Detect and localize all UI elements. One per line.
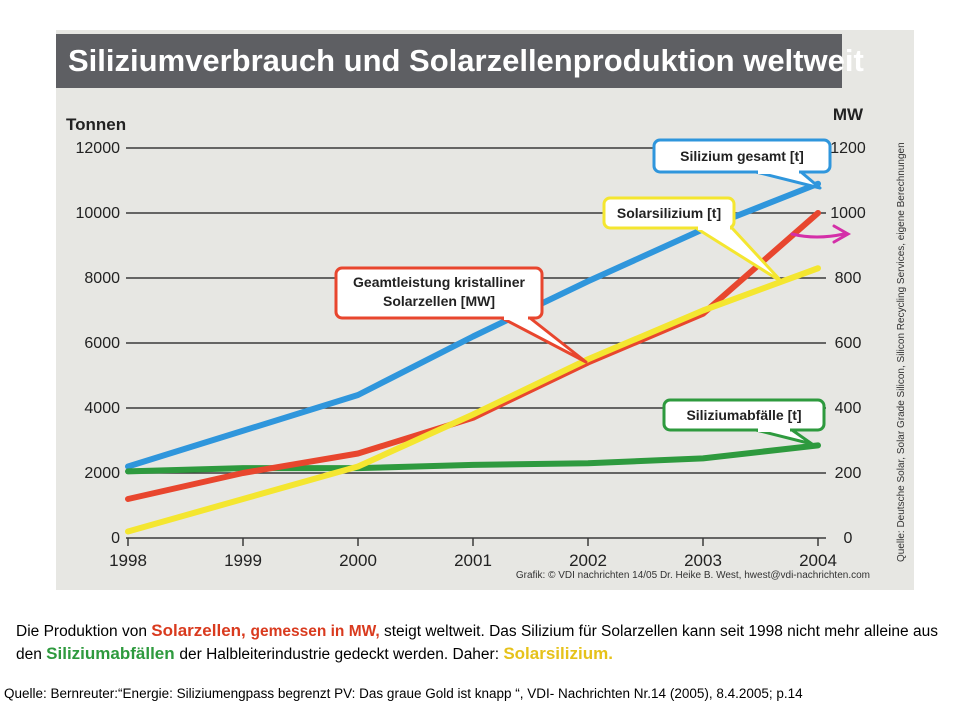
y-left-tick-label: 0 bbox=[111, 530, 120, 547]
vertical-source-text: Quelle: Deutsche Solar, Solar Grade Sili… bbox=[896, 142, 907, 562]
chart-title: Siliziumverbrauch und Solarzellenprodukt… bbox=[56, 34, 864, 88]
y-left-tick-label: 2000 bbox=[84, 465, 120, 482]
y-left-tick-label: 12000 bbox=[76, 140, 121, 157]
callout-label: Geamtleistung kristalliner bbox=[353, 274, 525, 290]
y-left-axis-title: Tonnen bbox=[66, 115, 126, 134]
callout-box bbox=[602, 196, 736, 230]
line-chart: 0 2000 4000 6000 8000 10000 12000 0 200 400 600 800… bbox=[66, 105, 907, 581]
x-tick-label: 1999 bbox=[224, 551, 262, 570]
caption-mw: gemessen in MW, bbox=[250, 623, 384, 640]
chart-panel: Siliziumverbrauch und Solarzellenprodukt… bbox=[56, 30, 914, 590]
x-tick-label: 2000 bbox=[339, 551, 377, 570]
callout-box bbox=[334, 266, 544, 320]
callout-label: Solarsilizium [t] bbox=[617, 205, 721, 221]
arrow-icon bbox=[790, 224, 852, 244]
caption: Die Produktion von Solarzellen, gemessen… bbox=[16, 620, 956, 666]
callout-box bbox=[662, 398, 826, 432]
caption-part-4: steigt weltweit. Das Silizium für Solarz… bbox=[16, 623, 938, 663]
callout-pointer bbox=[500, 316, 588, 364]
y-right-tick-label: 400 bbox=[835, 400, 862, 417]
x-tick-label: 2004 bbox=[799, 551, 837, 570]
y-right-tick-label: 200 bbox=[835, 465, 862, 482]
y-right-tick-label: 800 bbox=[835, 270, 862, 287]
callout-label: Solarzellen [MW] bbox=[383, 293, 495, 309]
x-tick-label: 2002 bbox=[569, 551, 607, 570]
callout-box bbox=[652, 138, 832, 174]
callout-label: Silizium gesamt [t] bbox=[680, 148, 804, 164]
y-right-axis-title: MW bbox=[833, 105, 864, 124]
x-tick-label: 2001 bbox=[454, 551, 492, 570]
credit-text: Grafik: © VDI nachrichten 14/05 Dr. Heik… bbox=[516, 570, 870, 581]
y-left-tick-label: 10000 bbox=[76, 205, 121, 222]
series-line bbox=[125, 265, 821, 535]
series-line bbox=[125, 442, 821, 475]
x-tick-label: 1998 bbox=[109, 551, 147, 570]
callout-pointer bbox=[754, 428, 814, 446]
callout-label: Siliziumabfälle [t] bbox=[686, 407, 801, 423]
caption-solarzellen: Solarzellen, bbox=[151, 621, 251, 640]
y-right-tick-label: 0 bbox=[844, 530, 853, 547]
caption-part-1: Die Produktion von bbox=[16, 623, 152, 640]
caption-siliziumabfaelle: Siliziumabfällen bbox=[46, 644, 180, 663]
caption-part-6: der Halbleiterindustrie gedeckt werden. … bbox=[179, 646, 504, 663]
y-left-tick-label: 8000 bbox=[84, 270, 120, 287]
callout-pointer bbox=[754, 170, 822, 190]
x-tick-label: 2003 bbox=[684, 551, 722, 570]
y-left-tick-label: 6000 bbox=[84, 335, 120, 352]
y-left-tick-label: 4000 bbox=[84, 400, 120, 417]
y-right-tick-label: 1200 bbox=[830, 140, 866, 157]
source-quote: Quelle: Bernreuter:“Energie: Siliziumeng… bbox=[4, 686, 803, 701]
y-right-tick-label: 1000 bbox=[830, 205, 866, 222]
y-right-tick-label: 600 bbox=[835, 335, 862, 352]
caption-solarsilizium: Solarsilizium. bbox=[503, 644, 613, 663]
